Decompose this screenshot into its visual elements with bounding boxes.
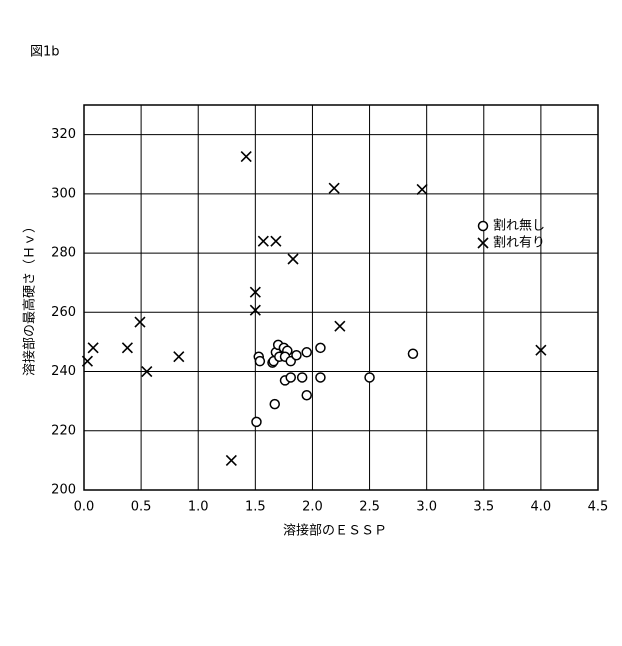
data-point bbox=[302, 391, 311, 400]
x-tick-label: 3.0 bbox=[416, 500, 437, 515]
x-tick-label: 1.0 bbox=[188, 500, 209, 515]
x-tick-label: 3.5 bbox=[473, 500, 494, 515]
x-tick-label: 0.0 bbox=[74, 500, 95, 515]
y-tick-label: 260 bbox=[51, 305, 76, 320]
x-tick-label: 2.5 bbox=[359, 500, 380, 515]
data-point bbox=[316, 373, 325, 382]
y-tick-label: 300 bbox=[51, 186, 76, 201]
legend-label: 割れ無し bbox=[493, 218, 545, 234]
y-axis-label: 溶接部の最高硬さ（Ｈｖ） bbox=[22, 220, 38, 376]
legend-label: 割れ有り bbox=[493, 235, 545, 251]
data-point bbox=[88, 343, 98, 353]
plot-frame bbox=[84, 105, 598, 490]
data-point bbox=[335, 321, 345, 331]
chart-title: 図1b bbox=[30, 45, 60, 60]
data-point bbox=[258, 236, 268, 246]
data-point bbox=[271, 236, 281, 246]
data-point bbox=[241, 152, 251, 162]
data-point bbox=[174, 352, 184, 362]
data-point bbox=[292, 351, 301, 360]
y-tick-label: 200 bbox=[51, 483, 76, 498]
y-tick-label: 320 bbox=[51, 127, 76, 142]
legend-marker bbox=[479, 222, 488, 231]
data-point bbox=[226, 455, 236, 465]
data-point bbox=[252, 417, 261, 426]
x-tick-label: 2.0 bbox=[302, 500, 323, 515]
data-point bbox=[288, 254, 298, 264]
x-tick-label: 4.5 bbox=[588, 500, 609, 515]
y-tick-label: 220 bbox=[51, 423, 76, 438]
x-tick-label: 0.5 bbox=[131, 500, 152, 515]
data-point bbox=[302, 348, 311, 357]
data-point bbox=[298, 373, 307, 382]
data-point bbox=[286, 373, 295, 382]
data-point bbox=[329, 183, 339, 193]
y-tick-label: 280 bbox=[51, 246, 76, 261]
data-point bbox=[408, 349, 417, 358]
x-axis-label: 溶接部のＥＳＳＰ bbox=[283, 523, 387, 539]
data-point bbox=[417, 184, 427, 194]
data-point bbox=[316, 343, 325, 352]
legend-marker bbox=[478, 238, 488, 248]
x-tick-label: 4.0 bbox=[531, 500, 552, 515]
x-tick-label: 1.5 bbox=[245, 500, 266, 515]
data-point bbox=[270, 400, 279, 409]
data-point bbox=[365, 373, 374, 382]
y-tick-label: 240 bbox=[51, 364, 76, 379]
chart: 図1b 溶接部のＥＳＳＰ 溶接部の最高硬さ（Ｈｖ） 0.0 0.5 1.0 1.5 2.… bbox=[0, 0, 622, 646]
data-point bbox=[255, 357, 264, 366]
data-point bbox=[135, 317, 145, 327]
data-point bbox=[122, 343, 132, 353]
